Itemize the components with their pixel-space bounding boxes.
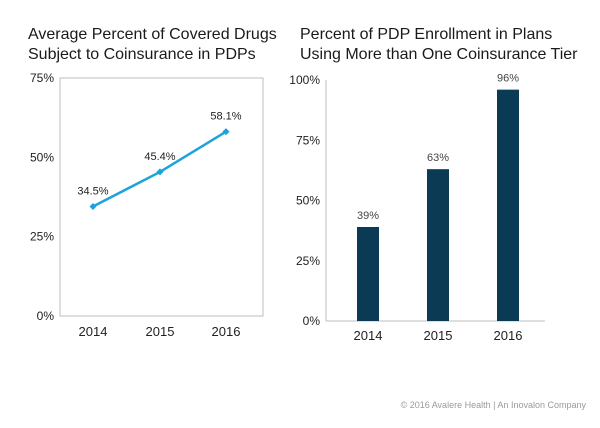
line-chart-x-tick: 2014: [79, 324, 108, 339]
line-chart: 0% 25% 50% 75% 2014 2015 2016 34.5% 45.4% 58.1%: [30, 71, 264, 339]
bar: [427, 169, 449, 321]
line-chart-title: Average Percent of Covered Drugs Subject…: [28, 26, 277, 63]
line-chart-y-tick: 0%: [37, 309, 55, 323]
line-point: [222, 128, 230, 136]
line-point: [156, 168, 164, 176]
bar-data-label: 96%: [497, 73, 519, 85]
bar-chart-y-tick: 25%: [296, 254, 320, 268]
line-chart-x-tick: 2016: [212, 324, 241, 339]
copyright-footer: © 2016 Avalere Health | An Inovalon Comp…: [400, 400, 586, 410]
line-data-label: 58.1%: [210, 111, 241, 123]
line-data-label: 34.5%: [77, 186, 108, 198]
bar-data-label: 63%: [427, 152, 449, 164]
bar-chart-y-tick: 50%: [296, 194, 320, 208]
bar: [497, 89, 519, 321]
bar-chart: 0% 25% 50% 75% 100% 39% 2014 63% 2015 96% 2016: [289, 73, 545, 343]
line-chart-x-tick: 2015: [146, 324, 175, 339]
bar-chart-y-tick: 75%: [296, 133, 320, 147]
bar-chart-x-tick: 2015: [424, 328, 453, 343]
bar-data-label: 39%: [357, 210, 379, 222]
line-data-label: 45.4%: [144, 151, 175, 163]
line-point: [89, 203, 97, 211]
bar-chart-y-tick: 0%: [303, 314, 321, 328]
line-chart-y-tick: 25%: [30, 230, 54, 244]
bar-chart-x-tick: 2014: [354, 328, 383, 343]
line-chart-y-tick: 75%: [30, 71, 54, 85]
bar-chart-x-tick: 2016: [494, 328, 523, 343]
line-chart-y-tick: 50%: [30, 150, 54, 164]
line-chart-plot-frame: [59, 77, 264, 317]
bar-chart-title: Percent of PDP Enrollment in Plans Using…: [300, 26, 578, 63]
bar: [357, 227, 379, 321]
bar-chart-y-tick: 100%: [289, 73, 320, 87]
